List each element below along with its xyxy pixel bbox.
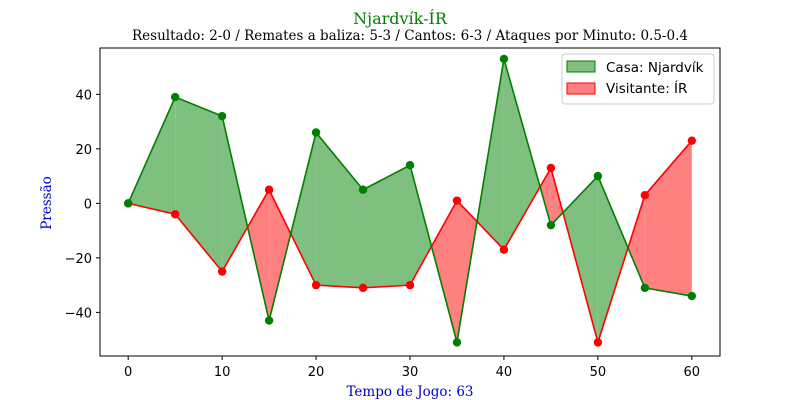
chart-title: Njardvík-ÍR [353, 8, 448, 28]
home-advantage-area-5-0 [363, 165, 410, 288]
away-point-35 [452, 196, 462, 205]
x-tick-label-0: 0 [124, 365, 132, 380]
away-point-40 [499, 245, 509, 254]
home-point-10 [217, 111, 227, 121]
legend-swatch-home [566, 60, 596, 73]
home-point-30 [405, 161, 415, 170]
away-point-55 [640, 190, 650, 200]
y-axis-label: Pressão [39, 176, 55, 230]
x-tick-label-30: 30 [402, 365, 419, 380]
away-point-30 [405, 280, 415, 290]
y-tick-label-20: 20 [75, 143, 92, 158]
home-advantage-area-1-0 [175, 97, 223, 272]
home-advantage-area-0-0 [128, 97, 176, 215]
away-advantage-area-2-1 [247, 189, 270, 321]
home-point-15 [264, 316, 274, 325]
away-point-10 [217, 267, 227, 276]
x-tick-label-10: 10 [214, 365, 231, 380]
x-tick-label-20: 20 [308, 365, 325, 380]
home-point-40 [499, 54, 509, 64]
home-advantage-area-8-0 [503, 58, 541, 250]
home-point-20 [311, 128, 321, 137]
away-point-15 [264, 185, 274, 194]
away-point-5 [170, 210, 180, 219]
x-axis-label: Tempo de Jogo: 63 [346, 384, 473, 400]
away-advantage-area-7-0 [456, 200, 477, 343]
y-tick-label-40: 40 [75, 88, 92, 103]
away-point-50 [593, 338, 603, 347]
series-points [123, 54, 697, 347]
away-point-20 [311, 280, 321, 290]
away-advantage-area-9-0 [550, 167, 563, 226]
away-point-60 [687, 136, 697, 145]
x-tick-label-60: 60 [684, 365, 701, 380]
home-advantage-area-7-1 [476, 58, 504, 250]
home-advantage-area-10-0 [597, 176, 629, 343]
y-axis-ticks: −40 −20 0 20 40 [65, 88, 100, 321]
home-advantage-area-9-1 [562, 176, 598, 343]
home-advantage-area-2-0 [222, 116, 248, 272]
y-tick-label-0: 0 [84, 197, 92, 212]
away-point-45 [546, 163, 556, 173]
home-advantage-area-4-0 [316, 132, 364, 288]
x-tick-label-40: 40 [496, 365, 513, 380]
away-advantage-area-11-0 [644, 140, 692, 297]
home-point-25 [358, 185, 368, 194]
home-advantage-area-3-1 [290, 132, 317, 286]
legend: Casa: Njardvík Visitante: ÍR [561, 53, 715, 105]
home-point-50 [593, 171, 603, 181]
home-point-0 [123, 199, 133, 208]
legend-swatch-away [566, 82, 596, 95]
home-point-60 [687, 291, 697, 301]
x-axis-ticks: 0 10 20 30 40 50 60 [124, 356, 700, 380]
away-point-25 [358, 283, 368, 293]
y-tick-label--20: −20 [65, 252, 92, 267]
legend-box [561, 53, 715, 105]
home-point-35 [452, 338, 462, 347]
legend-label-away: Visitante: ÍR [606, 80, 687, 97]
x-tick-label-50: 50 [590, 365, 607, 380]
away-advantage-area-10-1 [628, 195, 645, 288]
away-advantage-area-3-0 [269, 189, 291, 321]
home-point-55 [640, 283, 650, 293]
chart-subtitle: Resultado: 2-0 / Remates a baliza: 5-3 /… [132, 28, 688, 44]
y-tick-label--40: −40 [65, 306, 92, 321]
home-point-45 [546, 220, 556, 230]
legend-label-home: Casa: Njardvík [606, 60, 704, 76]
home-point-5 [170, 92, 180, 102]
